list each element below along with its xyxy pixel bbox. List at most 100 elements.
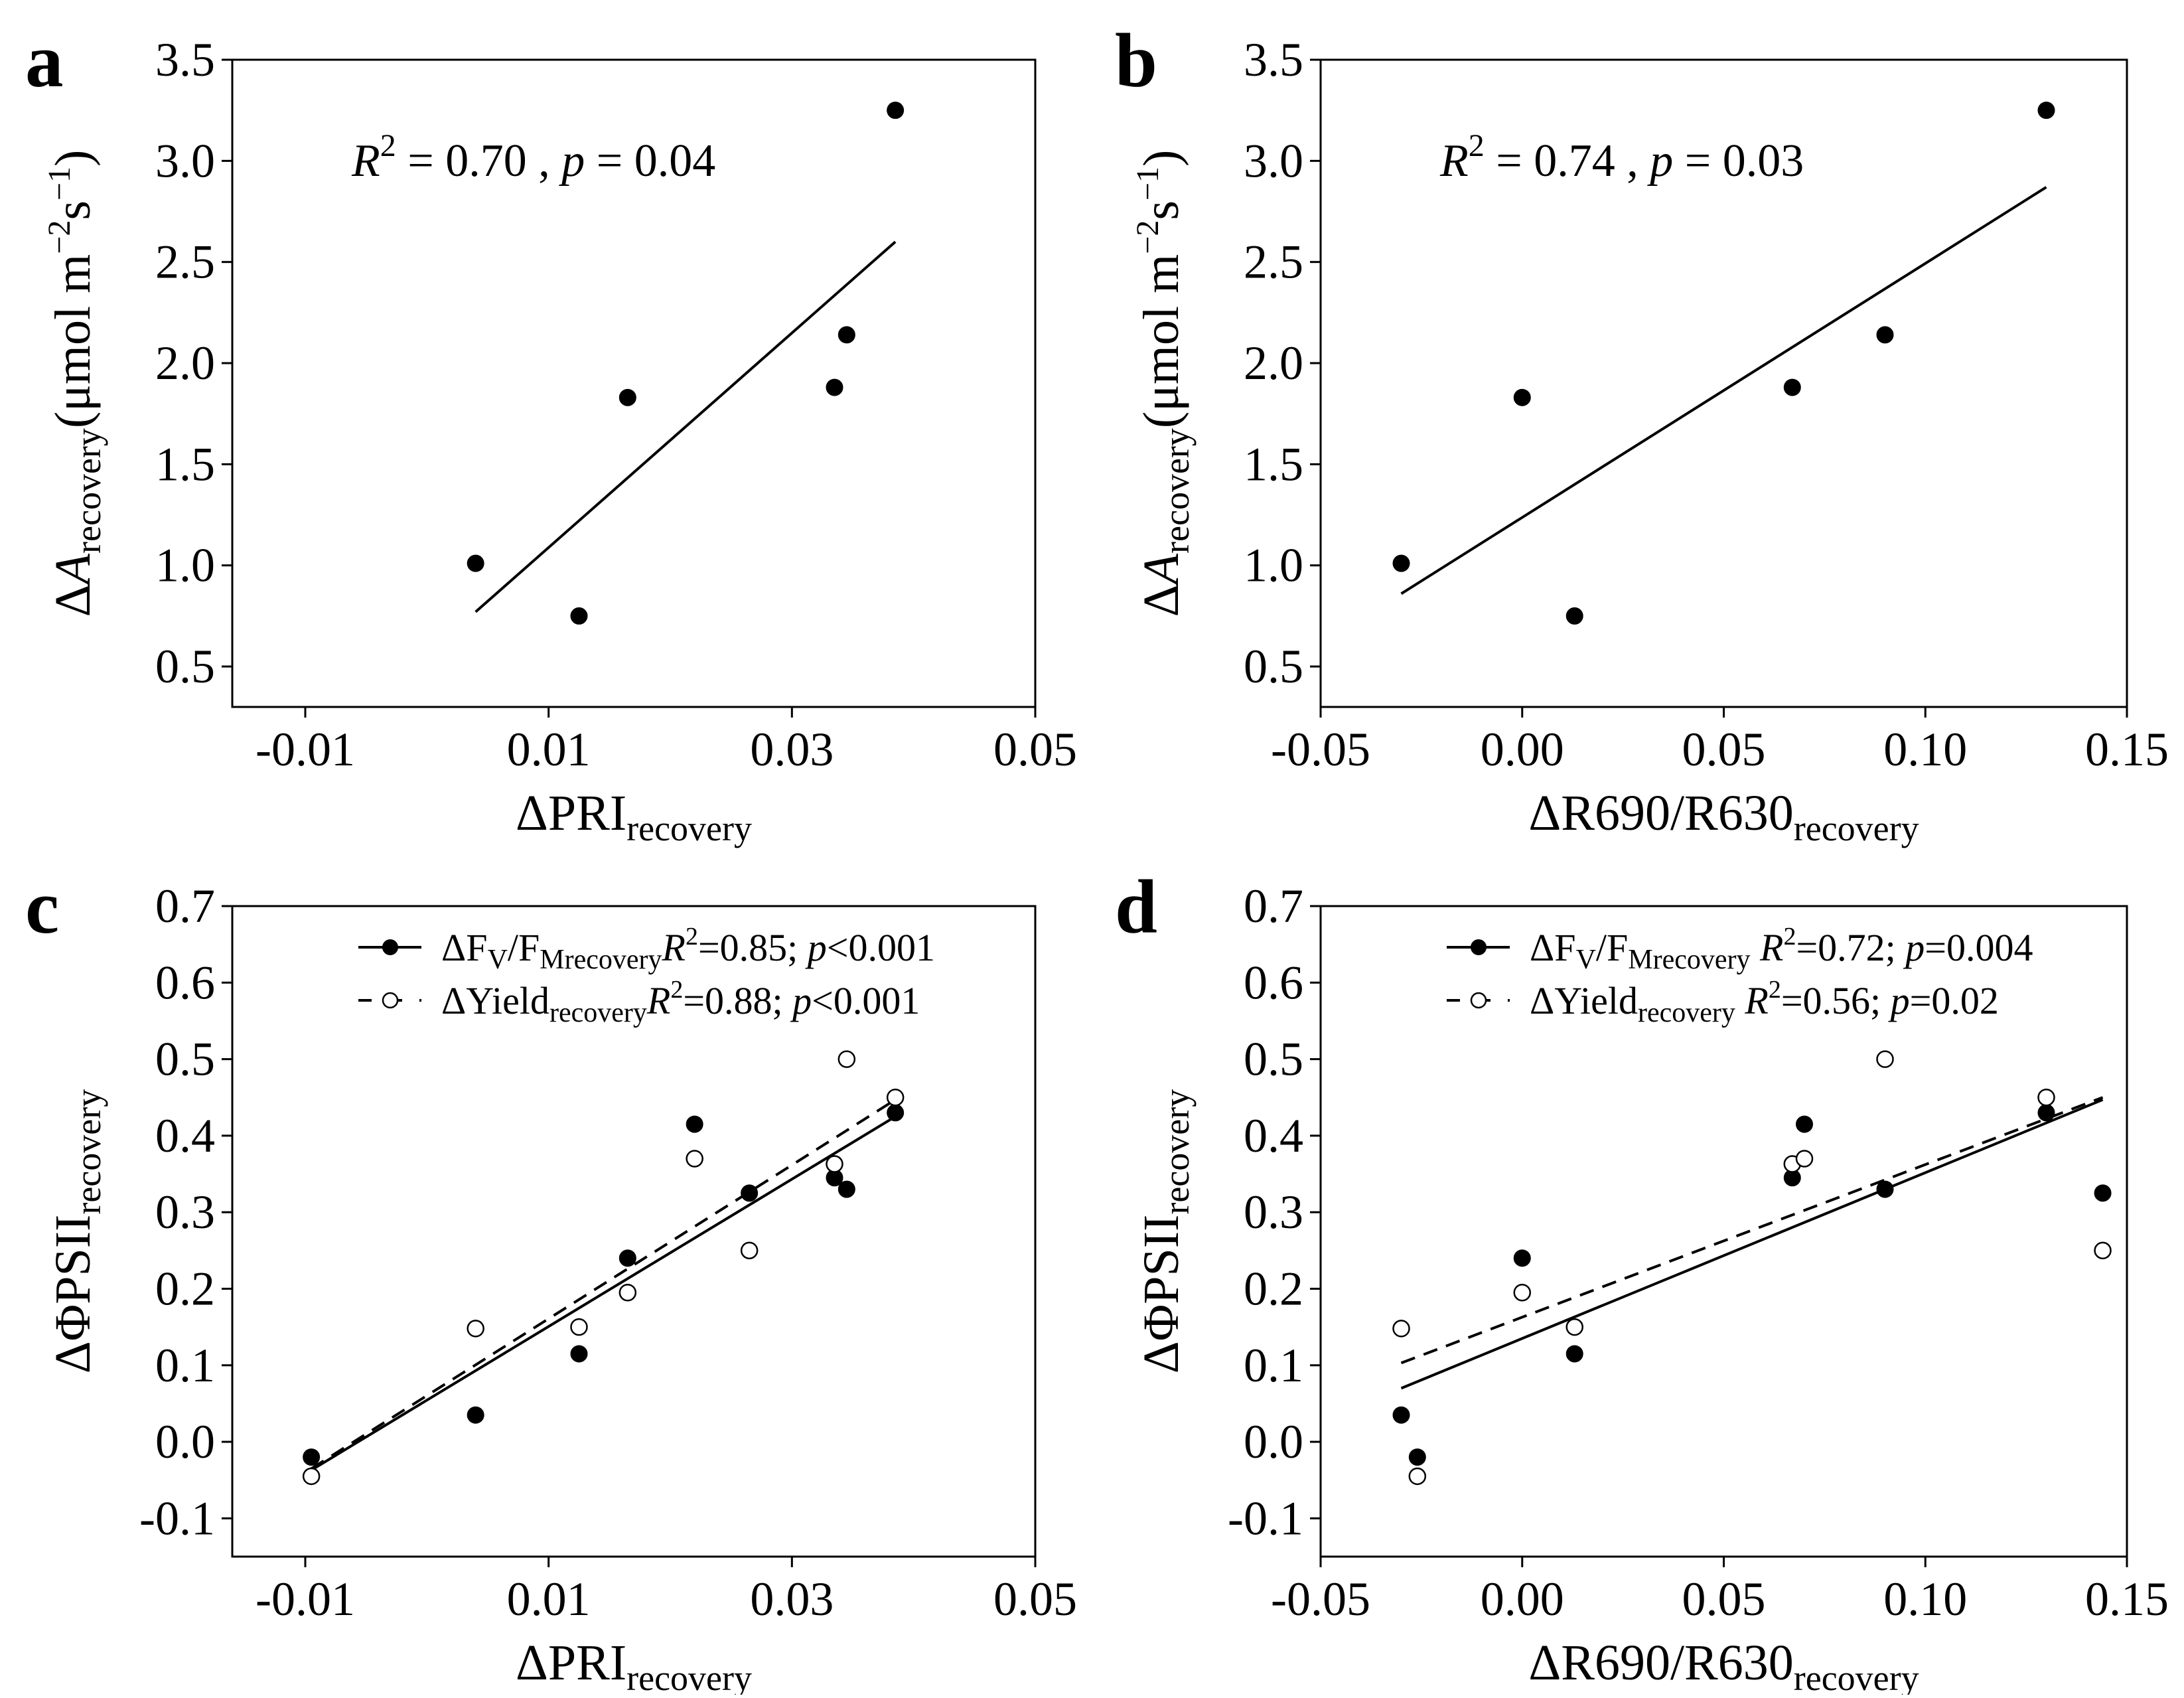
- legend-label: ΔYieldrecovery R2=0.56; p=0.02: [1530, 976, 1999, 1028]
- ann-p-value: = 0.03: [1673, 135, 1804, 187]
- point-filled: [1392, 554, 1410, 572]
- point-filled: [1565, 1345, 1583, 1363]
- legend-r2-value: =0.85;: [698, 926, 808, 969]
- x-axis-label: ΔPRIrecovery: [516, 1635, 752, 1695]
- y-axis-label: ΔArecovery(μmol m−2s−1): [1130, 150, 1197, 617]
- legend-label: ΔYieldrecoveryR2=0.88; p<0.001: [441, 976, 920, 1028]
- point-open: [826, 1155, 843, 1173]
- y-tick-label: 0.6: [1244, 956, 1303, 1009]
- fit-line-dashed: [1400, 1096, 2104, 1365]
- point-filled: [826, 378, 843, 396]
- y-label-close: ): [45, 150, 101, 167]
- x-axis-label-sub: recovery: [1794, 809, 1919, 848]
- x-tick-label: -0.05: [1271, 723, 1370, 776]
- point-filled: [887, 102, 905, 119]
- legend-p: p: [1888, 979, 1910, 1022]
- legend-label: ΔFV/FMrecoveryR2=0.85; p<0.001: [441, 923, 935, 975]
- legend-marker-open: [1470, 992, 1487, 1009]
- legend-marker-filled: [1471, 939, 1487, 955]
- legend-r-sup: 2: [686, 923, 698, 951]
- x-axis-label-main: ΔPRI: [516, 1635, 626, 1691]
- y-label-sub: recovery: [1157, 1089, 1197, 1215]
- point-open: [1408, 1467, 1427, 1486]
- plot-frame: [231, 58, 1037, 708]
- fit-line-dashed: [311, 1099, 897, 1470]
- legend-marker-filled: [382, 939, 398, 955]
- y-tick-label: 3.5: [1244, 33, 1303, 86]
- ann-r2-value: = 0.74 ,: [1485, 135, 1650, 187]
- legend-r2-value: =0.72;: [1796, 926, 1905, 969]
- y-tick-label: 0.2: [155, 1262, 215, 1315]
- legend-r2-value: =0.56;: [1781, 979, 1891, 1022]
- legend-marker-open: [382, 992, 399, 1009]
- legend-name: ΔF: [441, 926, 488, 969]
- legend-sub1: V: [1576, 945, 1596, 975]
- y-axis-label: ΔΦPSIIrecovery: [1133, 1089, 1197, 1373]
- legend-mid: /F: [1596, 926, 1628, 969]
- y-tick-label: 0.6: [155, 956, 215, 1009]
- x-tick-label: 0.05: [993, 1573, 1077, 1626]
- y-tick-label: 0.7: [1244, 880, 1303, 933]
- y-label-sub: recovery: [68, 1089, 108, 1215]
- y-label-delta: Δ: [1133, 584, 1189, 617]
- panel-d: d -0.05 0.00 0.05 0.10 0.15 -0.1 0.0 0.1 0.2 0.3 0.…: [1115, 865, 2169, 1698]
- point-filled: [1876, 326, 1894, 344]
- x-axis-label: ΔR690/R630recovery: [1528, 1635, 1919, 1695]
- legend: ΔFV/FMrecoveryR2=0.85; p<0.001ΔYieldreco…: [358, 923, 935, 1028]
- point-open: [2037, 1088, 2055, 1107]
- point-filled: [1796, 1115, 1813, 1133]
- y-tick-label: -0.1: [139, 1492, 215, 1545]
- point-filled: [570, 1345, 588, 1363]
- point-filled: [1513, 1249, 1531, 1267]
- y-label-sup2: −1: [1130, 167, 1165, 200]
- point-filled: [1783, 378, 1801, 396]
- point-open: [1565, 1318, 1583, 1336]
- y-tick-label: -0.1: [1228, 1492, 1303, 1545]
- legend-r2-value: =0.88;: [683, 979, 792, 1022]
- x-tick-label: 0.10: [1883, 1573, 1967, 1626]
- panel-a: a -0.01 0.01 0.03 0.05 0.5 1.0 1.5 2.0 2.5 3.0 3.5 Δ…: [25, 19, 1077, 848]
- x-tick-label: 0.05: [993, 723, 1077, 776]
- fit-line-solid: [311, 1115, 897, 1472]
- y-tick-label: 1.5: [1244, 437, 1303, 491]
- y-tick-label: 2.5: [1244, 236, 1303, 289]
- point-open: [740, 1241, 759, 1260]
- x-tick-label: 0.10: [1883, 723, 1967, 776]
- x-axis-label-sub: recovery: [626, 1658, 752, 1695]
- fit-line-solid: [474, 240, 897, 613]
- point-open: [1876, 1050, 1894, 1068]
- y-tick-label: 3.0: [155, 134, 215, 187]
- x-tick-label: -0.05: [1271, 1573, 1370, 1626]
- y-axis-label: ΔΦPSIIrecovery: [45, 1089, 108, 1373]
- plot-frame: [231, 905, 1037, 1558]
- x-tick-label: 0.03: [750, 1573, 834, 1626]
- x-axis-label-sub: recovery: [1794, 1658, 1919, 1695]
- legend: ΔFV/FMrecovery R2=0.72; p=0.004ΔYieldrec…: [1447, 923, 2033, 1028]
- x-tick-label: 0.00: [1481, 723, 1564, 776]
- y-tick-label: 0.3: [1244, 1186, 1303, 1239]
- point-open: [2094, 1241, 2112, 1260]
- legend-name: ΔYield: [441, 979, 549, 1022]
- point-filled: [1565, 607, 1583, 625]
- y-label-var: A: [45, 553, 101, 587]
- x-axis-label-main: ΔR690/R630: [1528, 785, 1793, 841]
- point-filled: [2094, 1184, 2112, 1202]
- panel-letter-a: a: [25, 19, 64, 103]
- y-tick-label: 1.0: [1244, 539, 1303, 592]
- ann-p: p: [558, 135, 585, 187]
- y-tick-label: 1.5: [155, 437, 215, 491]
- ann-r: R: [1439, 135, 1469, 187]
- point-filled: [619, 388, 636, 406]
- legend-sub1: recovery: [549, 998, 647, 1028]
- y-label-sup2: −1: [42, 167, 77, 200]
- x-tick-label: 0.00: [1481, 1573, 1564, 1626]
- point-filled: [1876, 1180, 1894, 1198]
- point-open: [1795, 1150, 1814, 1168]
- x-tick-label: -0.01: [255, 1573, 355, 1626]
- y-label-delta: Δ: [45, 584, 101, 617]
- point-open: [1513, 1283, 1531, 1302]
- y-tick-label: 1.0: [155, 539, 215, 592]
- ann-r2-value: = 0.70 ,: [396, 135, 561, 187]
- y-label-close: ): [1133, 150, 1189, 167]
- ann-r: R: [351, 135, 380, 187]
